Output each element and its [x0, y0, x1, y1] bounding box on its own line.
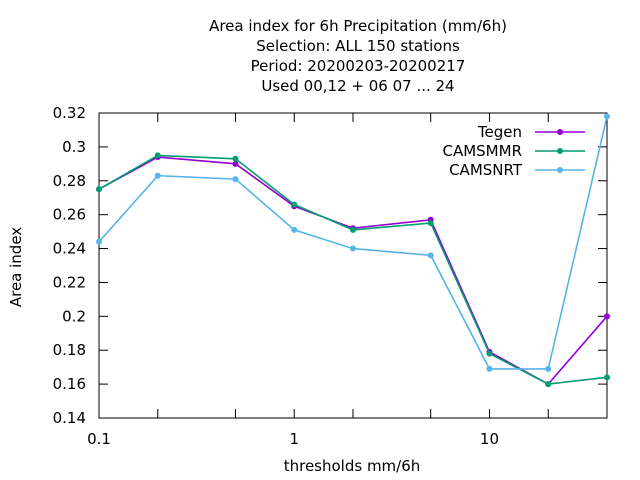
series-line-camsmmr [98, 154, 608, 385]
data-point-camsnrt [291, 226, 298, 233]
y-axis-label: Area index [7, 227, 25, 307]
chart-title-line-1: Area index for 6h Precipitation (mm/6h) [209, 17, 507, 35]
series-camsmmr [96, 152, 610, 388]
chart-title-line-4: Used 00,12 + 06 07 ... 24 [261, 77, 454, 95]
series-camsnrt [96, 113, 610, 372]
legend-label: CAMSNRT [449, 161, 523, 179]
data-point-camsmmr [154, 152, 161, 159]
y-tick-label: 0.24 [53, 240, 86, 258]
series-line-camsnrt [98, 116, 608, 370]
data-point-camsmmr [486, 350, 493, 357]
y-tick-label: 0.26 [53, 206, 86, 224]
x-axis: 0.1 1 10 [87, 113, 549, 448]
y-tick-label: 0.32 [53, 104, 86, 122]
data-point-camsmmr [427, 220, 434, 227]
legend-label: CAMSMMR [442, 142, 522, 160]
y-tick-label: 0.16 [53, 375, 86, 393]
y-tick-label: 0.2 [62, 307, 86, 325]
y-tick-label: 0.28 [53, 172, 86, 190]
data-point-camsnrt [232, 176, 239, 183]
data-point-camsmmr [350, 226, 356, 233]
series-line-tegen [98, 156, 608, 386]
y-tick-label: 0.22 [53, 273, 86, 291]
chart-title: Area index for 6h Precipitation (mm/6h) … [209, 17, 507, 95]
data-point-camsmmr [96, 186, 102, 193]
data-point-camsmmr [291, 201, 298, 208]
x-tick-label: 1 [289, 430, 299, 448]
x-tick-label: 10 [480, 430, 499, 448]
chart-title-line-2: Selection: ALL 150 stations [256, 37, 460, 55]
data-point-tegen [232, 160, 239, 167]
data-point-camsnrt [486, 365, 493, 372]
series-tegen [96, 154, 610, 388]
data-point-camsnrt [96, 238, 102, 245]
data-point-camsnrt [427, 252, 434, 259]
y-tick-label: 0.18 [53, 341, 86, 359]
data-point-camsmmr [232, 155, 239, 162]
data-point-camsnrt [604, 113, 610, 120]
y-axis: 0.14 0.16 0.18 0.2 0.22 0.24 0.26 0.28 0.3 0.32 [53, 104, 607, 427]
y-tick-label: 0.3 [62, 138, 86, 156]
x-axis-label: thresholds mm/6h [284, 457, 421, 475]
data-point-camsmmr [604, 374, 610, 381]
chart-title-line-3: Period: 20200203-20200217 [251, 57, 466, 75]
legend-swatch-point [557, 148, 563, 154]
series-layer [96, 113, 610, 388]
data-point-camsmmr [545, 381, 552, 388]
legend-label: Tegen [477, 123, 522, 141]
x-tick-label: 0.1 [87, 430, 111, 448]
legend-swatch-point [557, 167, 563, 173]
data-point-camsnrt [350, 245, 356, 252]
data-point-tegen [604, 313, 610, 320]
data-point-camsnrt [154, 172, 161, 179]
data-point-camsnrt [545, 365, 552, 372]
y-tick-label: 0.14 [53, 409, 86, 427]
legend-swatch-point [557, 129, 563, 135]
